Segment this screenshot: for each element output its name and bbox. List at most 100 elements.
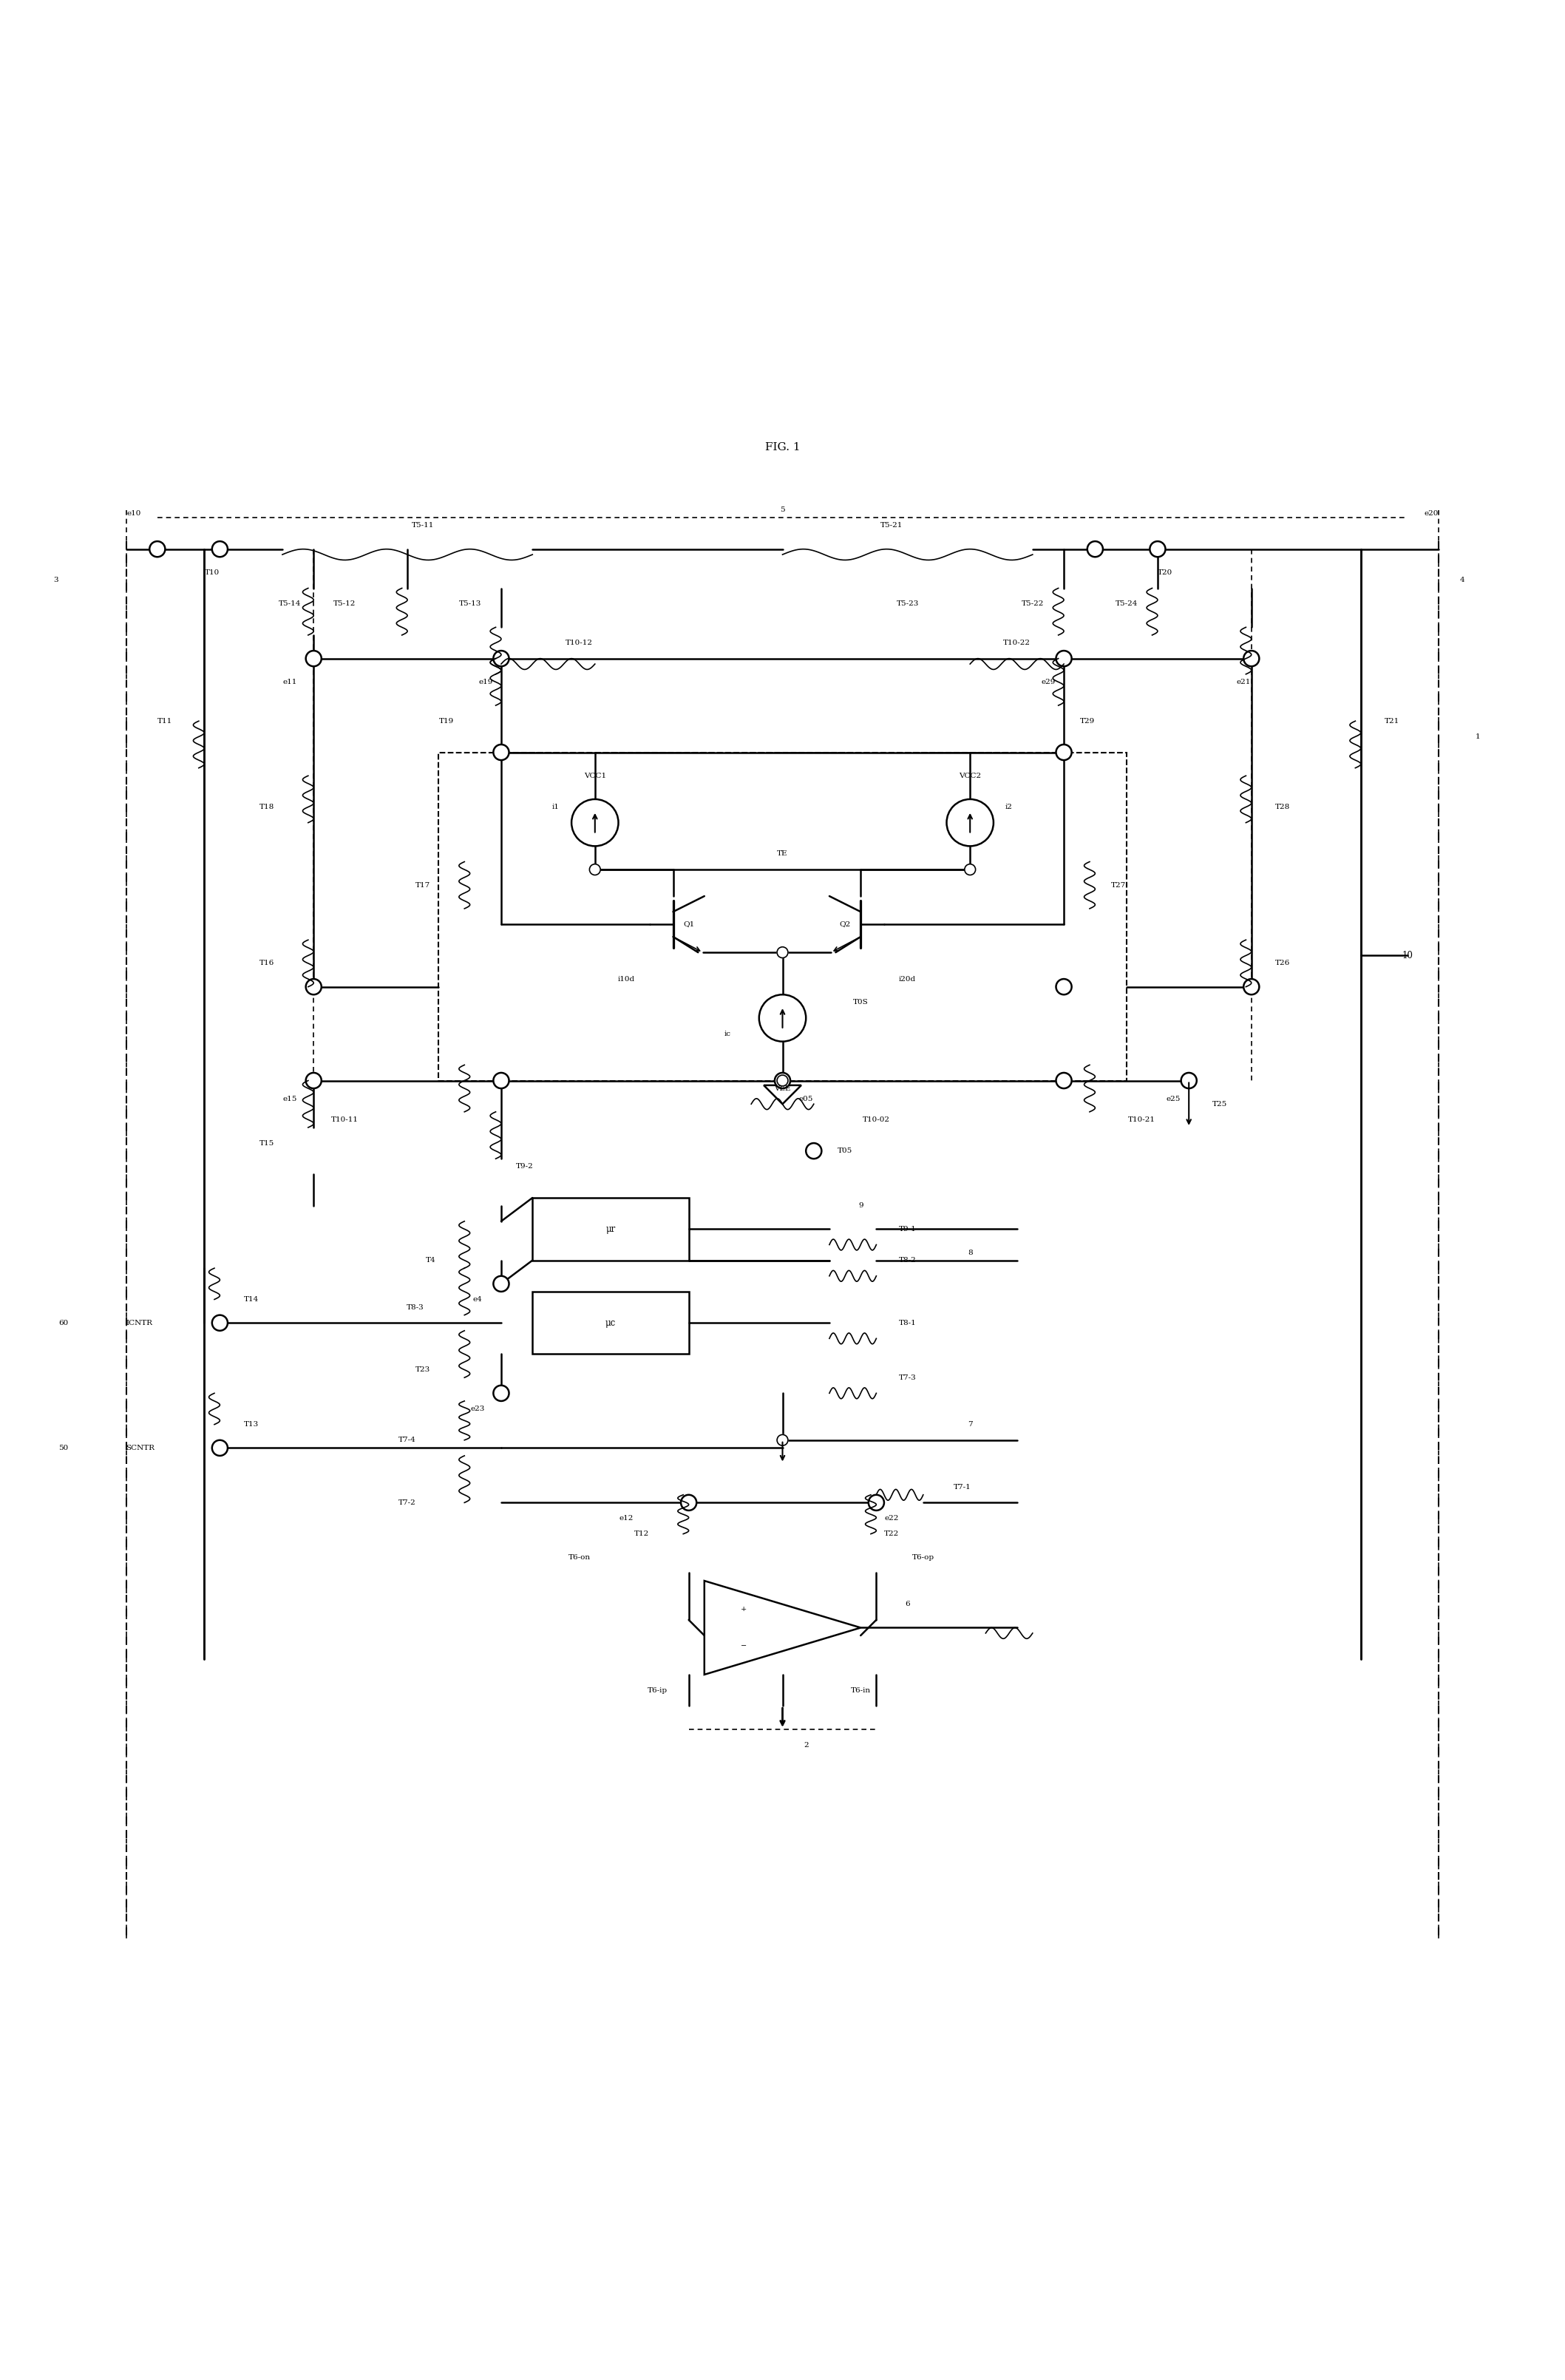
Circle shape — [1150, 540, 1166, 557]
Text: TE: TE — [778, 850, 787, 857]
Text: T05: T05 — [837, 1147, 853, 1154]
Text: T6-on: T6-on — [568, 1554, 590, 1561]
Bar — [438, 752, 1127, 1081]
Text: μc: μc — [606, 1319, 617, 1328]
Text: FIG. 1: FIG. 1 — [765, 443, 800, 452]
Text: T9-2: T9-2 — [516, 1164, 534, 1171]
Text: 9: 9 — [858, 1202, 862, 1209]
Text: T19: T19 — [438, 719, 454, 724]
Text: i10d: i10d — [618, 976, 635, 983]
Text: T22: T22 — [884, 1530, 900, 1537]
Circle shape — [211, 540, 227, 557]
Circle shape — [1244, 978, 1260, 995]
Text: T20: T20 — [1158, 569, 1172, 576]
Text: 7: 7 — [967, 1421, 972, 1428]
Text: e20: e20 — [1424, 509, 1438, 516]
Text: 1: 1 — [1476, 733, 1480, 740]
Text: e15: e15 — [283, 1097, 297, 1102]
Text: 2: 2 — [803, 1742, 809, 1749]
Text: T5-24: T5-24 — [1116, 600, 1138, 607]
Circle shape — [493, 745, 509, 759]
Text: T18: T18 — [260, 804, 274, 809]
Text: e11: e11 — [283, 678, 297, 685]
Text: T15: T15 — [260, 1140, 274, 1147]
Text: T5-11: T5-11 — [412, 521, 434, 528]
Text: T10-12: T10-12 — [565, 640, 593, 647]
Text: T7-4: T7-4 — [399, 1438, 416, 1442]
Text: T14: T14 — [244, 1297, 258, 1302]
Text: T12: T12 — [634, 1530, 649, 1537]
Text: T25: T25 — [1213, 1100, 1227, 1107]
Text: VCC1: VCC1 — [584, 774, 606, 778]
Text: T4: T4 — [426, 1257, 437, 1264]
Text: T10-11: T10-11 — [332, 1116, 358, 1123]
Text: e25: e25 — [1166, 1097, 1180, 1102]
Text: T5-14: T5-14 — [279, 600, 302, 607]
Text: T0S: T0S — [853, 1000, 869, 1007]
Text: 5: 5 — [779, 507, 786, 514]
Text: e05: e05 — [798, 1097, 814, 1102]
Text: T21: T21 — [1385, 719, 1399, 724]
Text: +: + — [740, 1607, 747, 1611]
Text: 6: 6 — [905, 1602, 909, 1607]
Circle shape — [869, 1495, 884, 1511]
Circle shape — [1244, 650, 1260, 666]
Circle shape — [964, 864, 975, 876]
Circle shape — [571, 800, 618, 847]
Text: T9-1: T9-1 — [898, 1226, 917, 1233]
Text: T28: T28 — [1275, 804, 1290, 809]
Circle shape — [1056, 745, 1072, 759]
Circle shape — [493, 1073, 509, 1088]
Circle shape — [1182, 1073, 1197, 1088]
Text: i20d: i20d — [898, 976, 916, 983]
Text: T5-13: T5-13 — [459, 600, 480, 607]
Text: 60: 60 — [58, 1319, 69, 1326]
Text: T5-22: T5-22 — [1022, 600, 1044, 607]
Text: T8-3: T8-3 — [407, 1304, 424, 1311]
Circle shape — [778, 947, 787, 957]
Text: T10-21: T10-21 — [1128, 1116, 1155, 1123]
Text: −: − — [740, 1642, 747, 1649]
Text: e23: e23 — [471, 1407, 485, 1411]
Circle shape — [305, 978, 321, 995]
Text: Q1: Q1 — [682, 921, 695, 928]
Circle shape — [493, 1385, 509, 1402]
Text: T7-3: T7-3 — [898, 1373, 917, 1380]
Text: VCC2: VCC2 — [959, 774, 981, 778]
Text: ic: ic — [725, 1031, 731, 1038]
Text: SCNTR: SCNTR — [127, 1445, 155, 1452]
Text: T6-op: T6-op — [912, 1554, 934, 1561]
Text: e12: e12 — [620, 1516, 634, 1521]
Circle shape — [1056, 1073, 1072, 1088]
Circle shape — [681, 1495, 696, 1511]
Text: e4: e4 — [473, 1297, 482, 1302]
Text: 4: 4 — [1460, 576, 1465, 583]
Text: T7-1: T7-1 — [953, 1483, 970, 1490]
Text: ICNTR: ICNTR — [127, 1319, 153, 1326]
Circle shape — [1088, 540, 1103, 557]
Text: T10-02: T10-02 — [862, 1116, 890, 1123]
Text: e10: e10 — [127, 509, 141, 516]
Circle shape — [211, 1316, 227, 1330]
Circle shape — [1056, 978, 1072, 995]
Text: μr: μr — [606, 1223, 615, 1233]
Text: 8: 8 — [967, 1250, 972, 1257]
Text: 50: 50 — [58, 1445, 69, 1452]
Circle shape — [947, 800, 994, 847]
Text: e29: e29 — [1041, 678, 1055, 685]
Text: T29: T29 — [1080, 719, 1095, 724]
Text: VEE: VEE — [775, 1085, 790, 1092]
Text: Q2: Q2 — [839, 921, 851, 928]
Text: T26: T26 — [1275, 959, 1290, 966]
Text: T17: T17 — [416, 883, 430, 888]
Text: e21: e21 — [1236, 678, 1250, 685]
Text: T6-ip: T6-ip — [648, 1687, 668, 1695]
Text: T13: T13 — [244, 1421, 258, 1428]
Text: e19: e19 — [479, 678, 493, 685]
Text: T6-in: T6-in — [851, 1687, 870, 1695]
Text: T5-12: T5-12 — [333, 600, 357, 607]
Circle shape — [150, 540, 166, 557]
Text: T7-2: T7-2 — [399, 1499, 416, 1507]
Text: 3: 3 — [53, 576, 58, 583]
Text: 10: 10 — [1402, 950, 1413, 962]
